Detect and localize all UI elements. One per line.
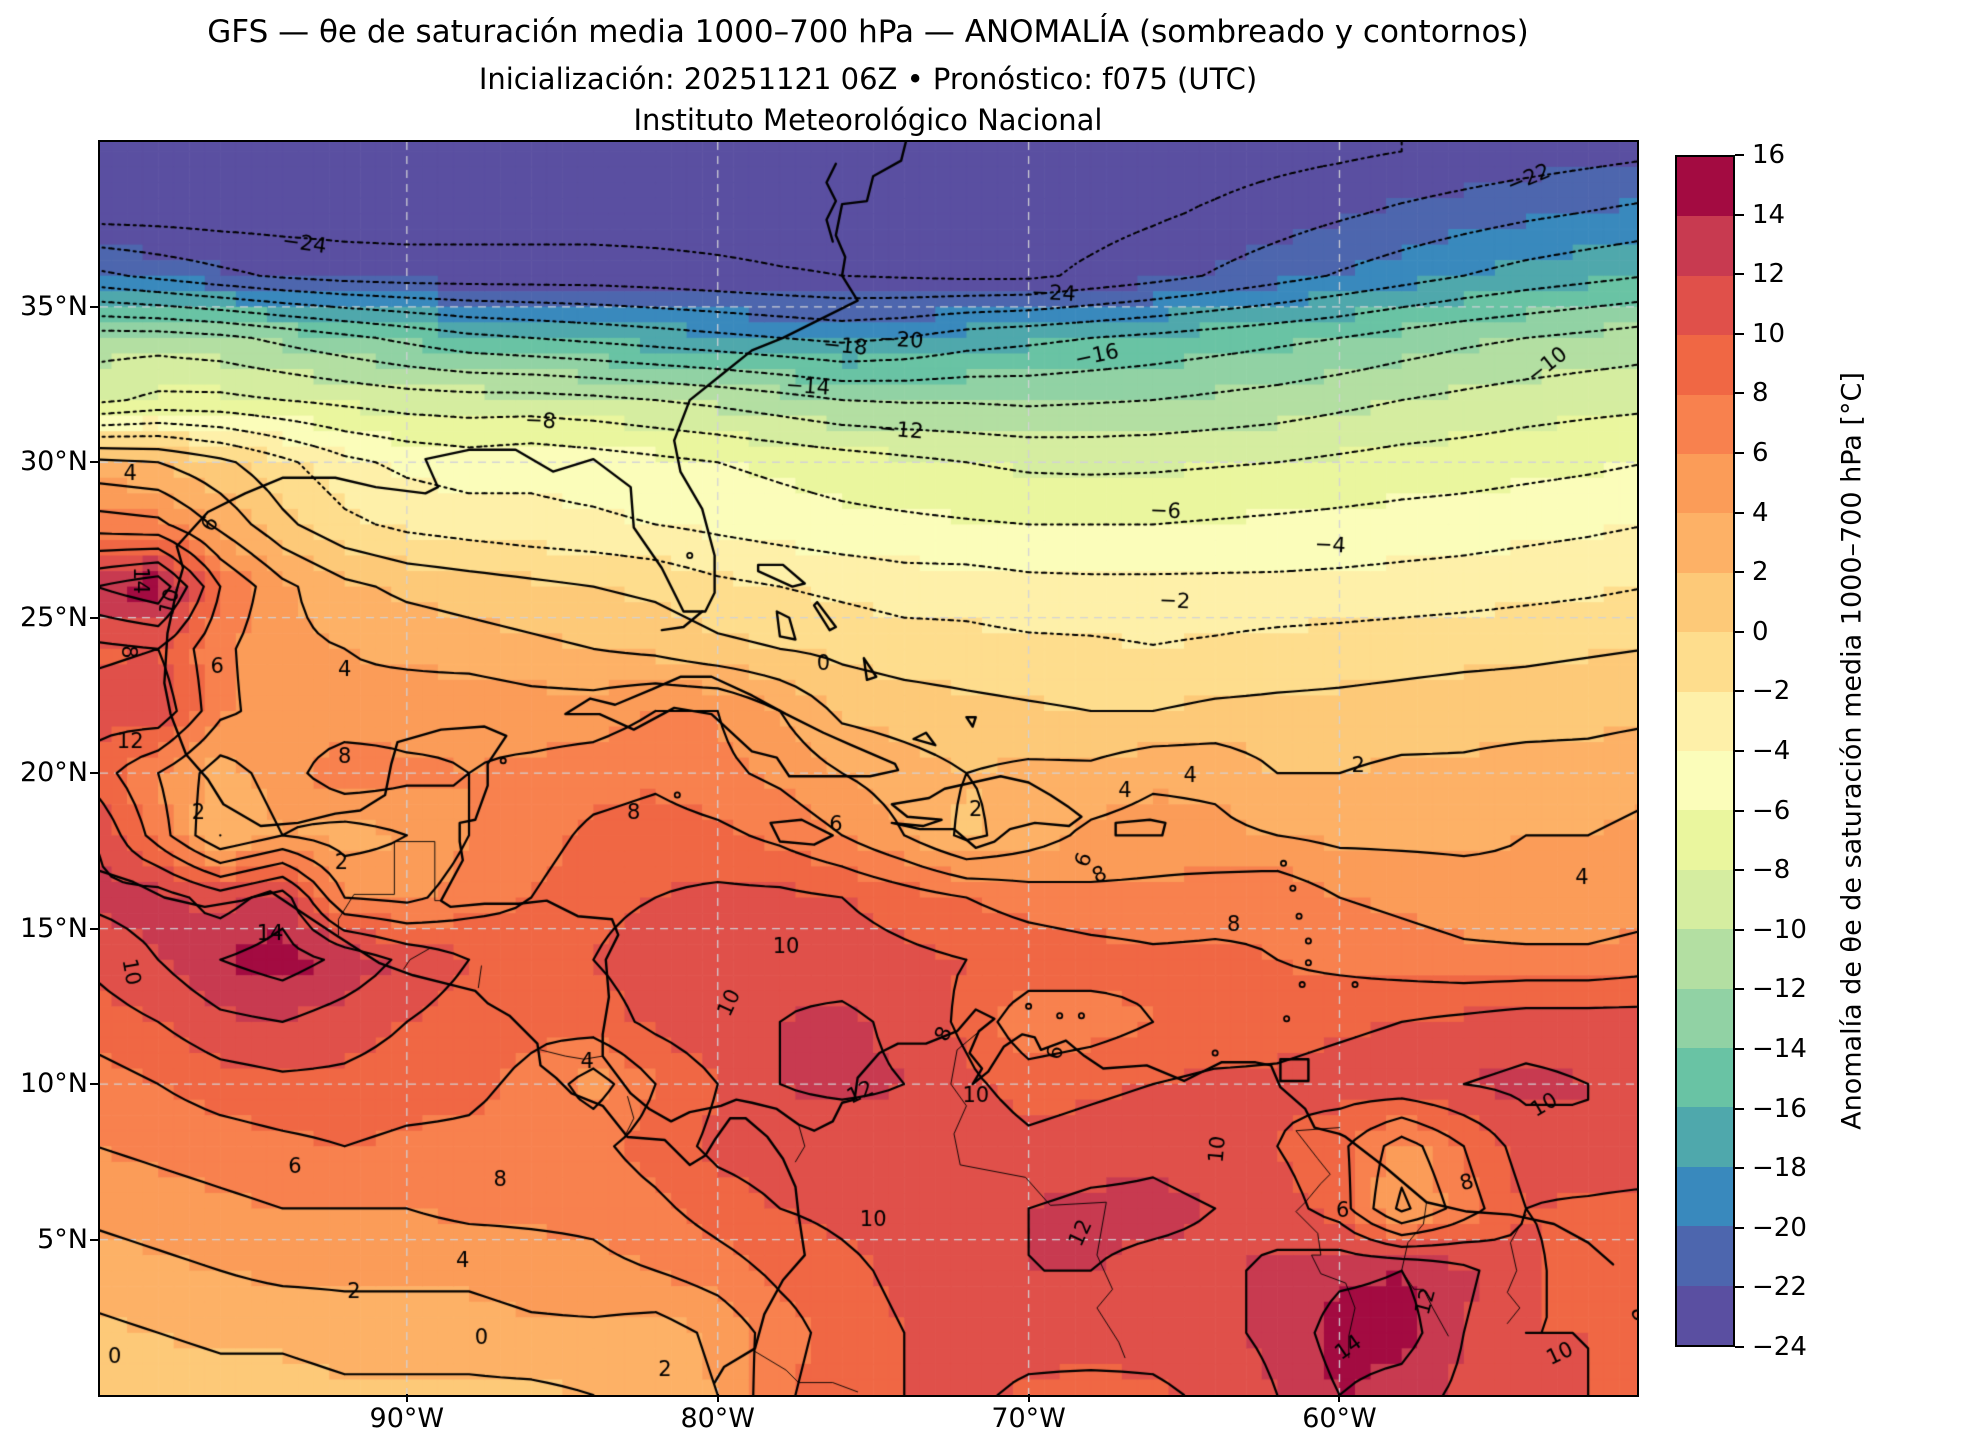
colorbar-tick-label: −16	[1752, 1093, 1807, 1124]
colorbar-tickmark	[1735, 1048, 1744, 1050]
colorbar-band	[1677, 929, 1733, 990]
colorbar-tick-label: −22	[1752, 1272, 1807, 1303]
x-tickmark	[716, 1394, 719, 1402]
colorbar-tick-label: 12	[1752, 259, 1786, 290]
colorbar-tick-label: −10	[1752, 914, 1807, 945]
y-tick-label: 5°N	[37, 1223, 88, 1255]
colorbar-tick-label: −8	[1752, 855, 1791, 886]
colorbar-band	[1677, 988, 1733, 1049]
colorbar-label: Anomalía de θe de saturación media 1000–…	[1836, 372, 1868, 1130]
x-tickmark	[1338, 1394, 1341, 1402]
colorbar-band	[1677, 1048, 1733, 1108]
x-tickmark	[405, 1394, 408, 1402]
colorbar-tick-label: 16	[1752, 140, 1786, 170]
colorbar-band	[1677, 869, 1733, 930]
colorbar-tick-label: 2	[1752, 557, 1769, 588]
colorbar-tickmark	[1735, 511, 1744, 514]
y-tick-label: 35°N	[19, 290, 88, 322]
colorbar-tick-label: −2	[1752, 676, 1791, 707]
y-tickmark	[90, 1238, 98, 1241]
map-axes	[98, 140, 1639, 1397]
colorbar-tickmark	[1735, 571, 1744, 574]
y-tickmark	[90, 461, 98, 464]
colorbar-tick-label: −6	[1752, 795, 1791, 826]
y-tick-label: 10°N	[19, 1068, 88, 1100]
x-tick-label: 70°W	[991, 1403, 1066, 1434]
colorbar-tickmark	[1735, 154, 1744, 156]
colorbar-band	[1677, 513, 1733, 574]
y-tickmark	[90, 616, 98, 619]
y-tickmark	[90, 772, 98, 775]
colorbar-tick-label: 8	[1752, 378, 1769, 409]
colorbar-tick-label: −18	[1752, 1153, 1807, 1184]
colorbar-tickmark	[1735, 392, 1744, 395]
y-tick-label: 20°N	[19, 757, 88, 789]
y-tickmark	[90, 1083, 98, 1086]
colorbar-tick-label: −24	[1752, 1332, 1807, 1362]
colorbar-band	[1677, 454, 1733, 514]
anomaly-map-canvas	[100, 142, 1637, 1395]
colorbar-tickmark	[1735, 1167, 1744, 1170]
colorbar-band	[1677, 1285, 1733, 1346]
colorbar-band	[1677, 632, 1733, 693]
chart-subtitle: Inicialización: 20251121 06Z • Pronóstic…	[478, 62, 1258, 96]
colorbar-tickmark	[1735, 1226, 1744, 1229]
colorbar-band	[1677, 810, 1733, 871]
colorbar-tickmark	[1735, 869, 1744, 872]
colorbar-tickmark	[1735, 1346, 1744, 1348]
colorbar-tickmark	[1735, 630, 1744, 633]
colorbar	[1675, 155, 1735, 1347]
colorbar-tick-label: 4	[1752, 497, 1769, 528]
y-tick-label: 15°N	[19, 912, 88, 944]
colorbar-band	[1677, 1226, 1733, 1287]
colorbar-tickmark	[1735, 750, 1744, 752]
colorbar-band	[1677, 691, 1733, 752]
x-tick-label: 60°W	[1302, 1403, 1377, 1434]
colorbar-tickmark	[1735, 1286, 1744, 1289]
colorbar-band	[1677, 335, 1733, 396]
colorbar-tick-label: −14	[1752, 1034, 1807, 1064]
colorbar-tick-label: 0	[1752, 616, 1769, 647]
colorbar-tick-label: −4	[1752, 736, 1791, 766]
y-tickmark	[90, 305, 98, 308]
colorbar-band	[1677, 275, 1733, 336]
x-tickmark	[1027, 1394, 1030, 1402]
colorbar-tickmark	[1735, 213, 1744, 216]
colorbar-tick-label: −12	[1752, 974, 1807, 1005]
chart-title: GFS — θe de saturación media 1000–700 hP…	[207, 14, 1529, 50]
y-tickmark	[90, 927, 98, 930]
colorbar-band	[1677, 751, 1733, 811]
colorbar-tickmark	[1735, 332, 1744, 335]
y-tick-label: 25°N	[19, 601, 88, 633]
colorbar-tick-label: 6	[1752, 438, 1769, 468]
colorbar-band	[1677, 1166, 1733, 1227]
x-tick-label: 90°W	[369, 1403, 445, 1434]
colorbar-tick-label: 14	[1752, 199, 1786, 230]
colorbar-tickmark	[1735, 1107, 1744, 1110]
y-tick-label: 30°N	[19, 446, 88, 478]
colorbar-band	[1677, 572, 1733, 633]
chart-institution: Instituto Meteorológico Nacional	[633, 103, 1103, 137]
colorbar-band	[1677, 394, 1733, 455]
x-tick-label: 80°W	[680, 1403, 755, 1434]
colorbar-tickmark	[1735, 928, 1744, 931]
colorbar-band	[1677, 157, 1733, 217]
colorbar-tickmark	[1735, 452, 1744, 454]
colorbar-band	[1677, 1107, 1733, 1168]
colorbar-tick-label: 10	[1752, 318, 1786, 349]
colorbar-tickmark	[1735, 988, 1744, 991]
colorbar-tickmark	[1735, 690, 1744, 693]
colorbar-band	[1677, 216, 1733, 277]
colorbar-tickmark	[1735, 273, 1744, 276]
colorbar-tick-label: −20	[1752, 1212, 1807, 1243]
colorbar-tickmark	[1735, 809, 1744, 812]
